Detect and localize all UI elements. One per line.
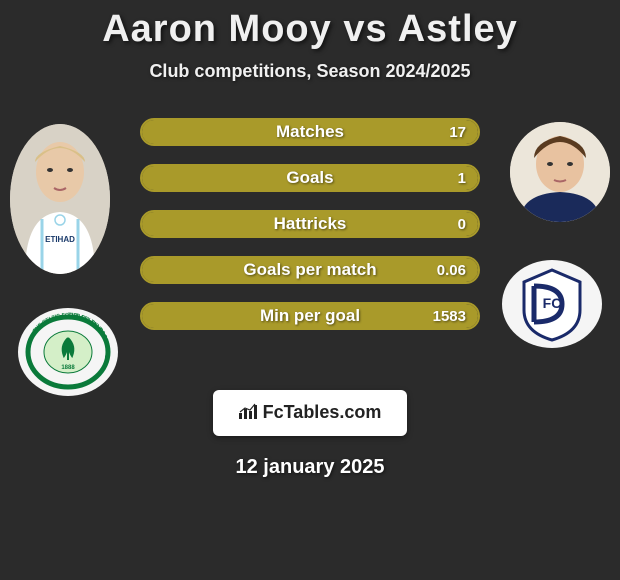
chart-icon — [239, 403, 259, 424]
footer: FcTables.com 12 january 2025 — [0, 390, 620, 479]
player-right-club-crest: FC — [502, 260, 602, 348]
svg-text:1888: 1888 — [61, 365, 75, 371]
stat-row: 1583Min per goal — [140, 302, 480, 330]
avatar-right-icon — [510, 122, 610, 222]
celtic-crest-icon: 1888 THE CELTIC FOOTBALL CLUB THE CELTIC… — [18, 308, 118, 396]
player-left-avatar: ETIHAD — [10, 124, 110, 274]
logo-text: FcTables.com — [263, 402, 382, 422]
stat-label: Hattricks — [142, 212, 478, 236]
stat-row: 0.06Goals per match — [140, 256, 480, 284]
stats-list: 17Matches 1Goals 0Hattricks 0.06Goals per m… — [140, 118, 480, 348]
date-text: 12 january 2025 — [0, 456, 620, 479]
stat-label: Goals — [142, 166, 478, 190]
stat-label: Min per goal — [142, 304, 478, 328]
svg-text:ETIHAD: ETIHAD — [45, 235, 75, 244]
player-left-club-crest: 1888 THE CELTIC FOOTBALL CLUB THE CELTIC… — [18, 308, 118, 396]
page-subtitle: Club competitions, Season 2024/2025 — [0, 61, 620, 82]
avatar-left-icon: ETIHAD — [10, 124, 110, 274]
stat-row: 0Hattricks — [140, 210, 480, 238]
dundee-crest-icon: FC — [502, 260, 602, 348]
stat-label: Matches — [142, 120, 478, 144]
player-right-avatar — [510, 122, 610, 222]
fctables-logo[interactable]: FcTables.com — [213, 390, 408, 436]
stat-row: 17Matches — [140, 118, 480, 146]
svg-text:FC: FC — [543, 295, 562, 311]
page-title: Aaron Mooy vs Astley — [0, 0, 620, 51]
stat-row: 1Goals — [140, 164, 480, 192]
comparison-content: ETIHAD 1888 THE CELTIC FOOTBALL CLUB — [0, 110, 620, 410]
stat-label: Goals per match — [142, 258, 478, 282]
